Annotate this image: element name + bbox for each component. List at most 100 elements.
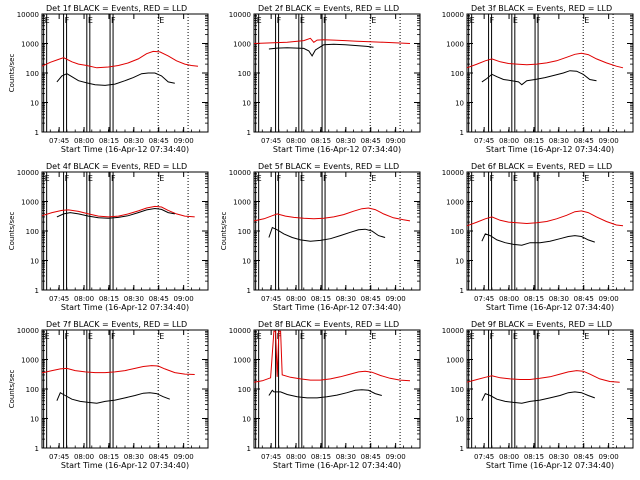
panel-title: Det 1f BLACK = Events, RED = LLD — [46, 4, 187, 13]
x-tick-label: 08:15 — [99, 453, 119, 461]
marker-label: E — [470, 16, 475, 25]
series-lld-line — [466, 52, 624, 69]
x-tick-label: 08:30 — [124, 295, 144, 303]
panel-title: Det 3f BLACK = Events, RED = LLD — [471, 4, 612, 13]
series-events-line — [56, 72, 175, 86]
marker-label: E — [88, 16, 93, 25]
x-tick-label: 08:00 — [499, 295, 519, 303]
x-tick-label: 08:15 — [524, 453, 544, 461]
marker-label: E — [45, 332, 50, 341]
series-events-line — [56, 207, 175, 219]
y-tick-label: 10 — [242, 258, 251, 266]
x-tick-label: 08:45 — [149, 137, 169, 145]
x-tick-label: 08:15 — [311, 453, 331, 461]
series-events-line — [481, 391, 595, 404]
y-tick-label: 10000 — [442, 11, 464, 19]
x-tick-label: 08:45 — [361, 295, 381, 303]
marker-label: E — [159, 16, 164, 25]
marker-label: E — [470, 174, 475, 183]
x-tick-label: 08:45 — [574, 453, 594, 461]
series-lld-line — [41, 50, 199, 69]
y-tick-label: 100 — [26, 70, 39, 78]
series-lld-line — [41, 205, 195, 218]
x-tick-label: 08:30 — [124, 137, 144, 145]
y-tick-label: 10 — [242, 100, 251, 108]
x-tick-label: 08:15 — [311, 295, 331, 303]
x-axis-label: Start Time (16-Apr-12 07:34:40) — [486, 303, 614, 312]
series-lld-line — [253, 330, 411, 383]
series-lld-line — [466, 370, 620, 383]
marker-label: E — [257, 16, 262, 25]
series-lld-line — [253, 37, 411, 44]
x-tick-label: 08:30 — [336, 453, 356, 461]
x-tick-label: 08:15 — [99, 295, 119, 303]
x-tick-label: 08:30 — [549, 137, 569, 145]
x-tick-label: 07:45 — [261, 137, 281, 145]
panel-det-7: Det 7f BLACK = Events, RED = LLD 1 10 100 10… — [8, 320, 209, 470]
x-tick-label: 08:45 — [574, 295, 594, 303]
series-events-line — [56, 391, 170, 404]
marker-label: F — [536, 16, 541, 25]
x-tick-label: 08:15 — [99, 137, 119, 145]
panel-det-8: Det 8f BLACK = Events, RED = LLD 1 10 100 10… — [229, 320, 421, 470]
marker-label: E — [371, 16, 376, 25]
y-tick-label: 10 — [30, 416, 39, 424]
y-axis-label: Counts/sec — [8, 212, 16, 251]
x-tick-label: 08:45 — [149, 453, 169, 461]
x-tick-label: 08:30 — [336, 295, 356, 303]
marker-label: F — [277, 16, 282, 25]
x-tick-label: 09:00 — [386, 295, 406, 303]
x-tick-label: 08:00 — [74, 137, 94, 145]
marker-label: F — [111, 332, 116, 341]
y-tick-label: 100 — [26, 386, 39, 394]
marker-label: E — [470, 332, 475, 341]
marker-label: F — [277, 174, 282, 183]
x-tick-label: 08:00 — [74, 295, 94, 303]
x-axis-label: Start Time (16-Apr-12 07:34:40) — [486, 461, 614, 470]
y-tick-label: 100 — [451, 228, 464, 236]
x-axis-label: Start Time (16-Apr-12 07:34:40) — [273, 145, 401, 154]
x-tick-label: 08:45 — [574, 137, 594, 145]
x-tick-label: 08:00 — [499, 137, 519, 145]
series-events-line — [268, 226, 386, 242]
y-tick-label: 1000 — [233, 357, 251, 365]
y-tick-label: 10000 — [17, 11, 39, 19]
x-axis-label: Start Time (16-Apr-12 07:34:40) — [486, 145, 614, 154]
x-tick-label: 08:30 — [124, 453, 144, 461]
y-tick-label: 100 — [451, 386, 464, 394]
marker-label: E — [371, 174, 376, 183]
y-tick-label: 1000 — [446, 357, 464, 365]
marker-label: F — [490, 332, 495, 341]
y-tick-label: 1 — [35, 129, 39, 137]
panel-det-2: Det 2f BLACK = Events, RED = LLD 1 10 100 10… — [229, 4, 421, 154]
series-events-line — [481, 233, 595, 246]
y-tick-label: 10 — [455, 100, 464, 108]
y-tick-label: 1 — [247, 129, 251, 137]
series-events-line — [268, 43, 374, 57]
y-tick-label: 1000 — [21, 41, 39, 49]
marker-label: E — [513, 16, 518, 25]
x-tick-label: 08:00 — [74, 453, 94, 461]
y-tick-label: 100 — [238, 70, 251, 78]
y-tick-label: 1 — [460, 445, 464, 453]
x-tick-label: 08:15 — [524, 137, 544, 145]
marker-label: E — [300, 16, 305, 25]
panel-title: Det 2f BLACK = Events, RED = LLD — [258, 4, 399, 13]
series-lld-line — [41, 365, 195, 375]
y-axis-label: Counts/sec — [220, 212, 228, 251]
y-tick-label: 10000 — [229, 169, 251, 177]
marker-label: F — [323, 332, 328, 341]
x-axis-label: Start Time (16-Apr-12 07:34:40) — [273, 461, 401, 470]
marker-label: E — [45, 174, 50, 183]
x-tick-label: 09:00 — [599, 295, 619, 303]
y-tick-label: 10000 — [229, 327, 251, 335]
marker-label: E — [300, 332, 305, 341]
y-tick-label: 1 — [460, 287, 464, 295]
x-tick-label: 08:00 — [286, 295, 306, 303]
x-tick-label: 09:00 — [386, 453, 406, 461]
x-axis-label: Start Time (16-Apr-12 07:34:40) — [61, 303, 189, 312]
marker-label: E — [159, 332, 164, 341]
marker-label: E — [159, 174, 164, 183]
y-tick-label: 100 — [451, 70, 464, 78]
marker-label: E — [584, 16, 589, 25]
